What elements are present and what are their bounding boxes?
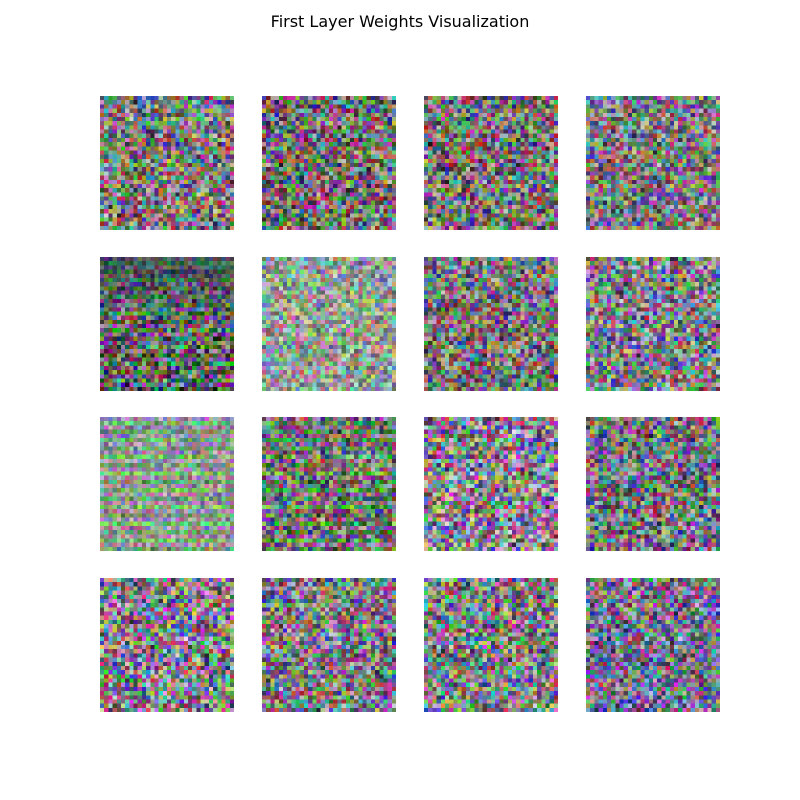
filter-10	[424, 417, 558, 551]
filter-5	[262, 257, 396, 391]
filter-7	[586, 257, 720, 391]
filter-15	[586, 578, 720, 712]
filter-13	[262, 578, 396, 712]
filter-2	[424, 96, 558, 230]
filter-3	[586, 96, 720, 230]
filter-4	[100, 257, 234, 391]
filter-1	[262, 96, 396, 230]
filter-11	[586, 417, 720, 551]
filter-0	[100, 96, 234, 230]
filter-8	[100, 417, 234, 551]
filter-6	[424, 257, 558, 391]
filter-9	[262, 417, 396, 551]
filter-12	[100, 578, 234, 712]
chart-title: First Layer Weights Visualization	[270, 12, 530, 31]
filter-14	[424, 578, 558, 712]
